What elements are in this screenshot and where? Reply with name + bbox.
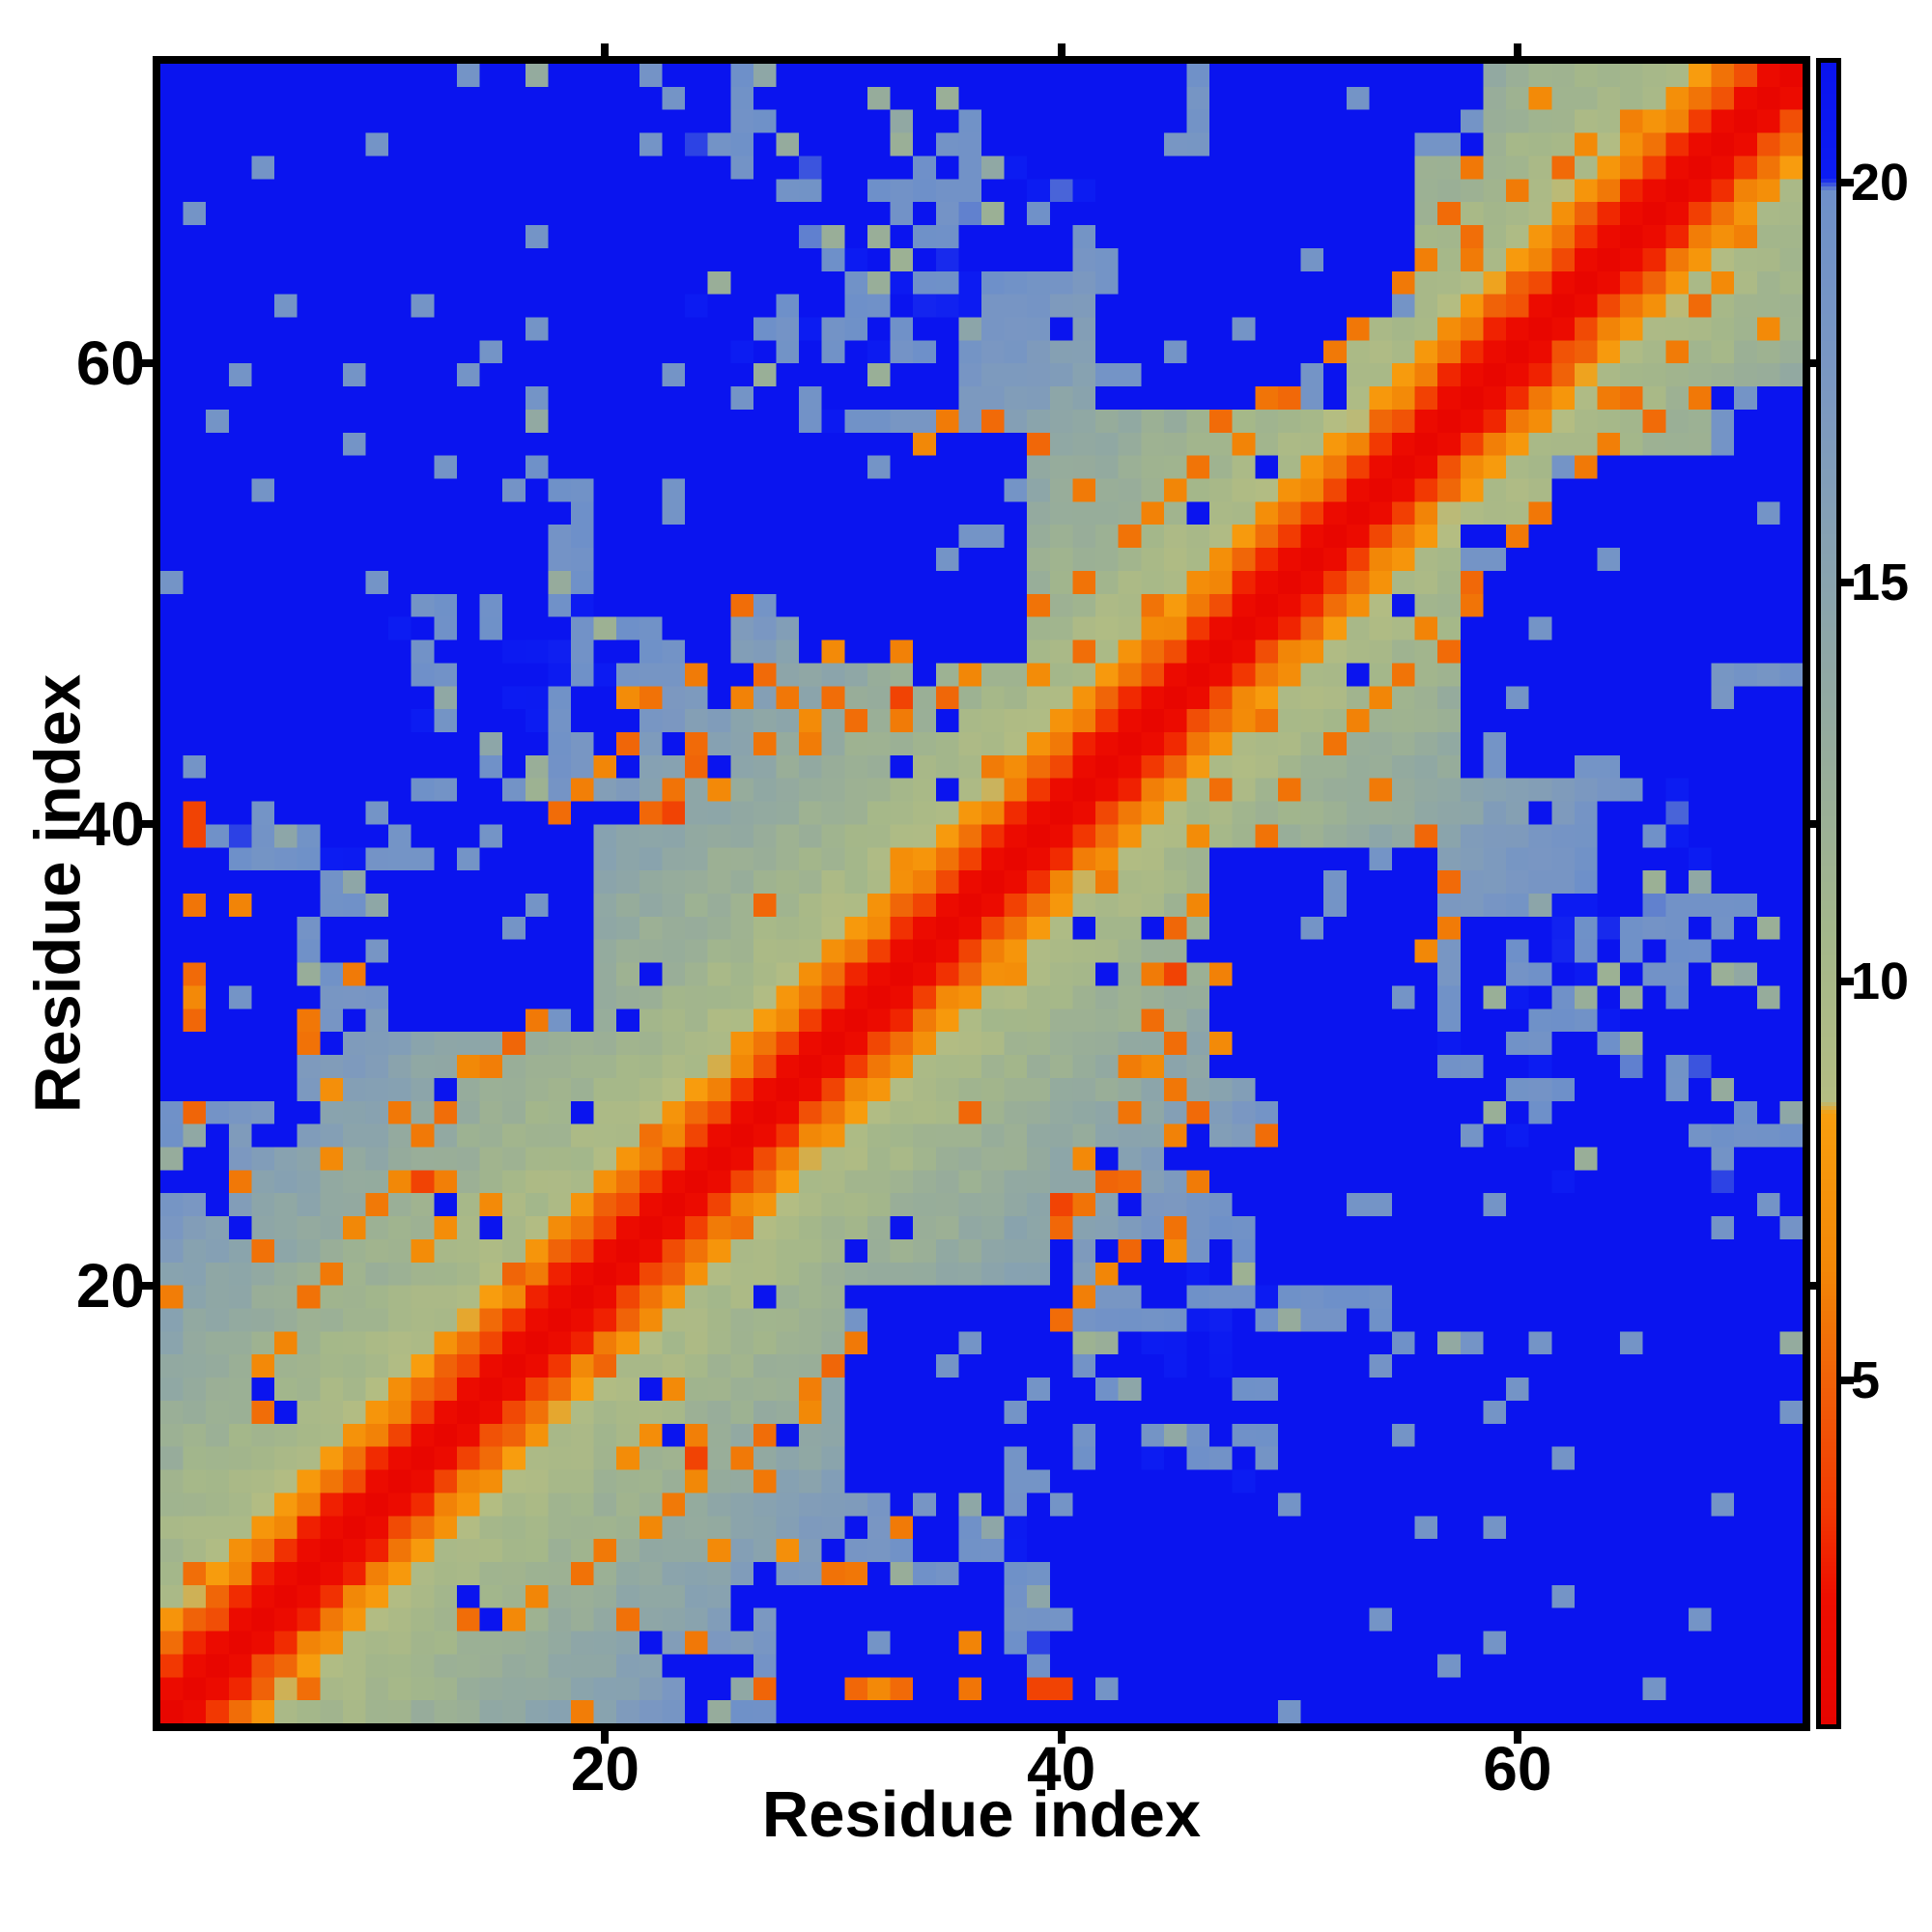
x-tick-mark [1513,1731,1521,1744]
colorbar-tick-label: 15 [1851,553,1910,611]
colorbar-tick-label: 20 [1851,154,1910,213]
x-tick-mark-top [601,43,610,56]
colorbar-tick-label: 10 [1851,952,1910,1010]
y-axis-label: Residue index [21,673,95,1114]
colorbar-tick-mark [1841,1377,1854,1385]
colorbar-tick-mark [1841,179,1854,187]
y-tick-mark [140,820,153,829]
heatmap-canvas [160,64,1803,1723]
colorbar-tick-mark [1841,578,1854,586]
colorbar-canvas [1821,63,1836,1724]
x-tick-mark [1057,1731,1065,1744]
x-tick-label: 40 [1027,1734,1096,1804]
x-tick-mark-top [1057,43,1065,56]
x-tick-label: 20 [570,1734,639,1804]
y-tick-label: 60 [75,328,145,399]
x-tick-label: 60 [1483,1734,1552,1804]
y-tick-mark [140,1281,153,1290]
colorbar-tick-mark [1841,977,1854,985]
y-tick-label: 20 [75,1250,145,1321]
x-axis-label: Residue index [761,1778,1202,1851]
y-tick-mark [140,359,153,368]
y-tick-label: 40 [75,789,145,860]
colorbar [1816,58,1841,1729]
x-tick-mark [601,1731,610,1744]
x-tick-mark-top [1513,43,1521,56]
colorbar-tick-label: 5 [1851,1351,1881,1410]
